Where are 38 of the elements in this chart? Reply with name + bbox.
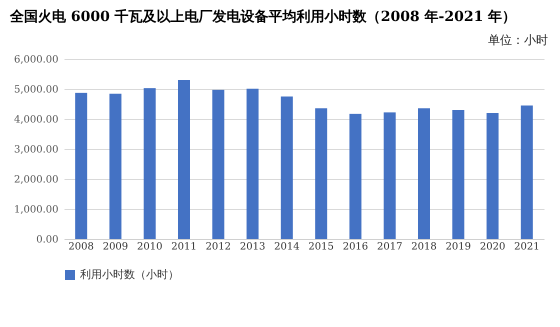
x-tick-label: 2021: [514, 242, 540, 252]
bar: [520, 106, 533, 239]
bar: [178, 80, 190, 239]
text: 单位：小时: [487, 32, 549, 49]
bar: [109, 94, 122, 239]
x-tick-label: 2008: [68, 242, 94, 252]
x-tick-label: 2016: [342, 242, 368, 252]
y-tick-label: 3,000.00: [14, 144, 58, 156]
legend-label: 利用小时数（小时）: [80, 268, 179, 281]
x-tick-label: 2014: [274, 242, 300, 252]
bar: [75, 92, 88, 239]
chart-title: 全国火电 6000 千瓦及以上电厂发电设备平均利用小时数（2008 年-2021 年）: [9, 8, 518, 26]
x-tick-label: 2011: [171, 242, 197, 252]
bar: [452, 110, 464, 239]
x-tick-label: 2015: [308, 242, 334, 252]
x-tick-label: 2017: [376, 242, 402, 252]
bar: [349, 114, 362, 239]
x-tick-label: 2013: [240, 242, 266, 252]
bar: [246, 88, 259, 239]
bar: [280, 96, 293, 239]
y-tick-label: 2,000.00: [14, 174, 58, 186]
y-tick-label: 1,000.00: [14, 204, 58, 216]
x-tick-label: 2018: [411, 242, 437, 252]
x-tick-label: 2009: [102, 242, 128, 252]
bar: [418, 108, 430, 239]
y-tick-label: 0.00: [36, 234, 58, 246]
x-tick-label: 2010: [136, 242, 162, 252]
bar: [384, 112, 396, 239]
x-tick-label: 2012: [206, 242, 232, 252]
bar: [144, 88, 156, 239]
bar: [486, 113, 499, 239]
y-tick-label: 6,000.00: [14, 54, 58, 66]
bar: [212, 90, 224, 239]
y-tick-label: 4,000.00: [14, 114, 58, 126]
x-tick-label: 2019: [446, 242, 472, 252]
bar: [315, 108, 328, 239]
y-tick-label: 5,000.00: [14, 84, 58, 96]
x-tick-label: 2020: [480, 242, 506, 252]
